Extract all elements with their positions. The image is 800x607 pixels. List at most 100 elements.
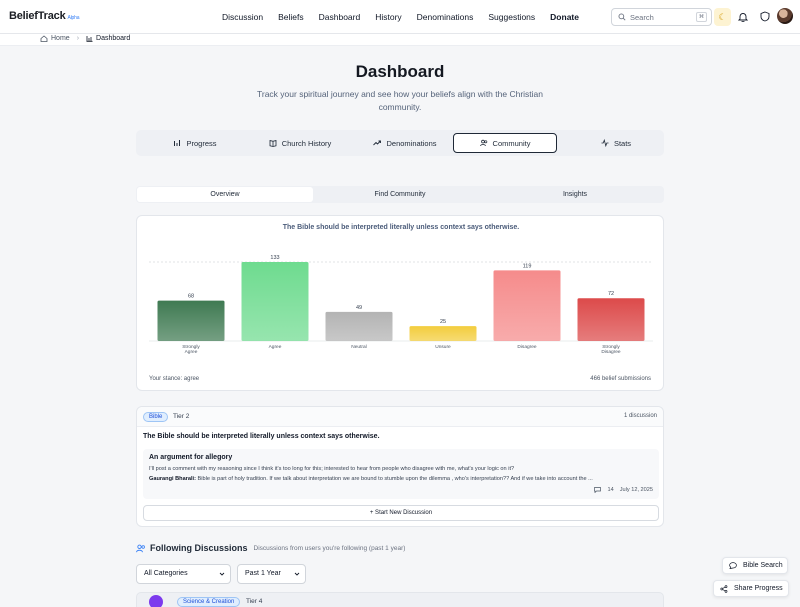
- tab-label: Stats: [613, 138, 632, 148]
- trend-icon: [373, 140, 382, 146]
- post-body: I'll post a comment with my reasoning si…: [149, 466, 515, 472]
- time-select-value: Past 1 Year: [245, 570, 281, 577]
- share-progress-button[interactable]: Share Progress: [713, 580, 789, 597]
- nav-history[interactable]: History: [375, 12, 402, 22]
- user-stance: Your stance: agree: [149, 376, 200, 382]
- search-icon: [618, 13, 626, 21]
- bar-strongly-agree[interactable]: [157, 300, 225, 341]
- category-select[interactable]: All Categories: [136, 564, 231, 584]
- activity-icon: [601, 139, 609, 147]
- main-nav: Discussion Beliefs Dashboard History Den…: [222, 12, 594, 22]
- discussion-header: Bible Tier 2 1 discussion: [137, 407, 663, 427]
- brand-logo[interactable]: BeliefTrack Alpha: [9, 10, 80, 22]
- breadcrumb: Home › Dashboard: [40, 35, 130, 42]
- tab-label: Denominations: [386, 138, 437, 148]
- post-title[interactable]: An argument for allegory: [149, 454, 233, 461]
- x-tick-label: Neutral: [351, 344, 366, 350]
- bar-value-label: 68: [188, 294, 194, 300]
- discussion-count: 1 discussion: [623, 413, 657, 419]
- breadcrumb-bar: Home › Dashboard: [0, 34, 800, 46]
- chevron-down-icon: [219, 572, 225, 576]
- bar-strongly-disagree[interactable]: [577, 298, 645, 341]
- brand-tag: Alpha: [67, 15, 80, 21]
- users-icon: [479, 139, 487, 147]
- chat-icon: [729, 562, 737, 569]
- x-tick-label: Strongly Agree: [182, 344, 200, 355]
- belief-statement[interactable]: The Bible should be interpreted literall…: [143, 433, 380, 440]
- nav-beliefs[interactable]: Beliefs: [278, 12, 304, 22]
- bar-disagree[interactable]: [493, 270, 561, 341]
- chevron-down-icon: [294, 572, 300, 576]
- tab-church-history[interactable]: Church History: [248, 133, 352, 153]
- community-subtabs: Overview Find Community Insights: [136, 186, 664, 203]
- bar-value-label: 119: [523, 263, 532, 269]
- bar-agree[interactable]: [241, 262, 309, 341]
- subtab-find-community[interactable]: Find Community: [374, 191, 426, 198]
- start-new-discussion-button[interactable]: + Start New Discussion: [143, 505, 659, 521]
- tab-denominations[interactable]: Denominations: [353, 133, 457, 153]
- belief-distribution-card: The Bible should be interpreted literall…: [136, 215, 664, 391]
- nav-discussion[interactable]: Discussion: [222, 12, 264, 22]
- breadcrumb-current: Dashboard: [96, 35, 131, 42]
- keyboard-shortcut-icon: ⌘: [696, 12, 707, 22]
- x-tick-label: Agree: [269, 344, 282, 350]
- user-avatar: [149, 595, 163, 607]
- breadcrumb-home[interactable]: Home: [51, 35, 70, 42]
- discussion-card: Bible Tier 2 1 discussion The Bible shou…: [136, 406, 664, 527]
- nav-dashboard[interactable]: Dashboard: [318, 12, 361, 22]
- comment-icon: [594, 487, 602, 493]
- nav-donate[interactable]: Donate: [550, 12, 579, 22]
- breadcrumb-separator: ›: [76, 35, 80, 42]
- user-avatar[interactable]: [777, 8, 793, 24]
- bar-chart: 68 Strongly Agree 133 Agree 49 Neutral 25 Unsure…: [149, 255, 653, 355]
- x-tick-label: Unsure: [435, 344, 451, 350]
- nav-denominations[interactable]: Denominations: [416, 12, 474, 22]
- submission-count: 466 belief submissions: [590, 376, 651, 382]
- time-range-select[interactable]: Past 1 Year: [237, 564, 306, 584]
- comment-count: 14: [607, 487, 614, 493]
- bible-search-button[interactable]: Bible Search: [722, 557, 788, 574]
- bar-value-label: 72: [608, 291, 614, 297]
- notification-bell-icon[interactable]: [738, 12, 748, 22]
- tab-label: Church History: [281, 138, 332, 148]
- subtab-overview[interactable]: Overview: [137, 187, 313, 202]
- bar-value-label: 49: [356, 305, 362, 311]
- tab-stats[interactable]: Stats: [564, 133, 668, 153]
- bar-chart-icon: [174, 140, 181, 146]
- category-badge[interactable]: Bible: [143, 412, 169, 422]
- x-tick-label: Strongly Disagree: [601, 344, 621, 355]
- bar-value-label: 133: [270, 255, 279, 261]
- bar-value-label: 25: [440, 319, 446, 325]
- following-title: Following Discussions: [150, 543, 248, 553]
- nav-suggestions[interactable]: Suggestions: [488, 12, 536, 22]
- following-discussion-item[interactable]: Science & Creation Tier 4: [136, 592, 664, 607]
- share-progress-label: Share Progress: [734, 585, 783, 592]
- tab-community[interactable]: Community: [453, 133, 557, 153]
- chart-title: The Bible should be interpreted literall…: [282, 224, 520, 231]
- theme-toggle-moon-icon[interactable]: ☾: [714, 8, 731, 26]
- share-icon: [720, 584, 728, 593]
- search-placeholder: Search: [630, 13, 654, 22]
- reply-author: Gaurangi Bharali:: [149, 476, 196, 482]
- tier-label: Tier 2: [173, 413, 190, 420]
- book-icon: [269, 139, 277, 147]
- discussion-post[interactable]: An argument for allegory I'll post a com…: [143, 449, 659, 499]
- latest-reply: Gaurangi Bharali: Bible is part of holy …: [149, 476, 593, 482]
- shield-icon[interactable]: [760, 11, 770, 22]
- bar-unsure[interactable]: [409, 326, 477, 341]
- bar-chart-icon: [86, 36, 93, 42]
- tab-progress[interactable]: Progress: [143, 133, 247, 153]
- page-subtitle: Track your spiritual journey and see how…: [257, 89, 543, 112]
- search-input[interactable]: Search ⌘: [611, 8, 712, 26]
- category-badge[interactable]: Science & Creation: [177, 597, 241, 607]
- dashboard-tabs: Progress Church History Denominations Co…: [136, 130, 664, 156]
- bible-search-label: Bible Search: [743, 562, 783, 569]
- following-subtitle: Discussions from users you're following …: [253, 544, 406, 552]
- subtab-insights[interactable]: Insights: [562, 191, 588, 198]
- following-section-header: Following Discussions Discussions from u…: [136, 543, 405, 553]
- top-navbar: BeliefTrack Alpha Discussion Beliefs Dash…: [0, 0, 800, 34]
- bar-neutral[interactable]: [325, 311, 393, 341]
- home-icon: [40, 35, 48, 42]
- category-select-value: All Categories: [144, 570, 188, 577]
- post-meta: 14 July 12, 2025: [594, 487, 653, 493]
